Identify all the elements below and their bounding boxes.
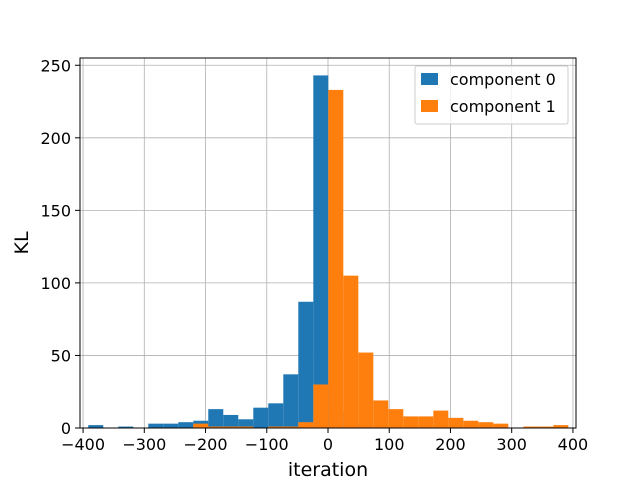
histogram-bar-component-1 xyxy=(193,423,209,428)
histogram-bar-component-1 xyxy=(223,426,239,428)
histogram-bar-component-0 xyxy=(88,425,104,428)
histogram-bar-component-0 xyxy=(118,426,134,428)
x-tick-label: 100 xyxy=(374,435,405,454)
histogram-bar-component-0 xyxy=(163,423,179,428)
y-tick-label: 50 xyxy=(51,346,71,365)
histogram-bar-component-0 xyxy=(148,423,164,428)
y-tick-label: 150 xyxy=(40,201,71,220)
histogram-bar-component-1 xyxy=(403,416,419,428)
histogram-bar-component-1 xyxy=(313,384,329,428)
histogram-bar-component-1 xyxy=(448,417,464,428)
histogram-bar-component-0 xyxy=(238,419,254,428)
legend-label-component-0: component 0 xyxy=(450,70,556,89)
y-tick-label: 0 xyxy=(61,419,71,438)
histogram-bar-component-1 xyxy=(433,410,449,428)
histogram-bar-component-1 xyxy=(358,352,374,428)
histogram-bar-component-0 xyxy=(208,409,224,428)
histogram-bar-component-0 xyxy=(313,75,329,428)
histogram-bar-component-1 xyxy=(523,426,539,428)
histogram-bar-component-1 xyxy=(553,425,569,428)
x-tick-label: 0 xyxy=(323,435,333,454)
legend-box xyxy=(414,65,569,125)
histogram-bar-component-1 xyxy=(478,422,494,428)
histogram-bar-component-1 xyxy=(388,409,404,428)
histogram-bar-component-1 xyxy=(538,426,554,428)
y-tick-label: 250 xyxy=(40,56,71,75)
x-tick-label: 400 xyxy=(558,435,589,454)
legend-swatch-component-1 xyxy=(421,100,438,112)
histogram-bar-component-1 xyxy=(493,423,509,428)
histogram-bar-component-0 xyxy=(283,374,299,428)
legend-swatch-component-0 xyxy=(421,73,438,85)
x-axis-label: iteration xyxy=(288,459,368,480)
histogram-bar-component-1 xyxy=(463,420,479,428)
x-tick-label: −100 xyxy=(245,435,289,454)
histogram-bar-component-1 xyxy=(268,426,284,428)
histogram-bar-component-1 xyxy=(238,426,254,428)
bars xyxy=(88,75,569,428)
y-tick-label: 200 xyxy=(40,129,71,148)
histogram-bar-component-1 xyxy=(328,89,344,428)
y-axis-label: KL xyxy=(11,231,33,254)
histogram-bar-component-1 xyxy=(418,416,434,428)
histogram-bar-component-1 xyxy=(208,426,224,428)
legend: component 0 component 1 xyxy=(414,65,569,125)
histogram-bar-component-0 xyxy=(178,422,194,428)
histogram-bar-component-1 xyxy=(298,422,314,428)
histogram-bar-component-0 xyxy=(223,414,239,428)
histogram-bar-component-0 xyxy=(298,301,314,428)
x-tick-label: −300 xyxy=(122,435,166,454)
x-tick-label: 200 xyxy=(435,435,466,454)
x-tick-label: −400 xyxy=(61,435,105,454)
histogram-bar-component-0 xyxy=(268,403,284,428)
histogram-bar-component-1 xyxy=(373,400,389,428)
legend-label-component-1: component 1 xyxy=(450,97,556,116)
histogram-bar-component-0 xyxy=(253,407,269,428)
x-tick-label: 300 xyxy=(496,435,527,454)
histogram-bar-component-1 xyxy=(283,426,299,428)
ticks: −400 −300 −200 −100 0 100 200 300 400 0 50 100 150 20… xyxy=(40,56,588,454)
histogram-bar-component-1 xyxy=(343,275,359,428)
y-tick-label: 100 xyxy=(40,274,71,293)
x-tick-label: −200 xyxy=(184,435,228,454)
